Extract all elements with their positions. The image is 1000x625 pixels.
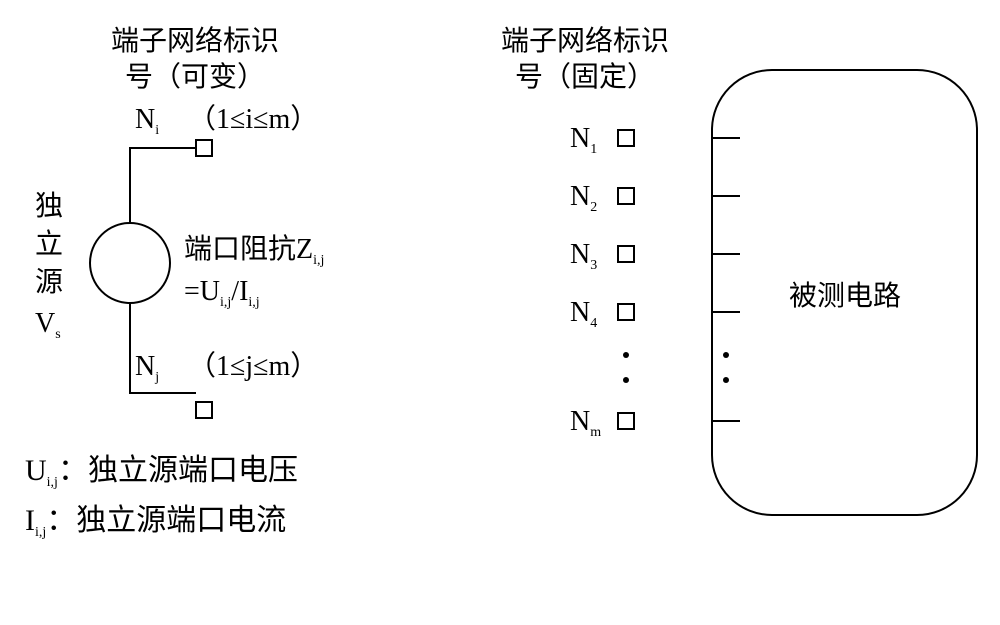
nm-terminal [618, 413, 634, 429]
right-header-line2: 号（固定） [515, 61, 655, 93]
n3-terminal [618, 246, 634, 262]
n3-label: N3 [570, 239, 597, 273]
dots-1 [623, 352, 629, 358]
source-label-char2: 立 [35, 228, 63, 260]
wire-ni-to-source [130, 148, 196, 223]
source-circle [90, 223, 170, 303]
ni-range: （1≤i≤m） [188, 103, 318, 135]
dut-label: 被测电路 [789, 280, 901, 312]
nm-label: Nm [570, 406, 601, 440]
stub-dots-2 [723, 377, 729, 383]
n1-terminal [618, 130, 634, 146]
left-header-line1: 端子网络标识 [111, 25, 279, 57]
n2-terminal [618, 188, 634, 204]
ni-label: Ni [135, 104, 159, 138]
dots-2 [623, 377, 629, 383]
left-header-line2: 号（可变） [125, 61, 265, 93]
impedance-line1: 端口阻抗Zi,j [184, 233, 324, 268]
source-label-char1: 独 [35, 190, 63, 222]
right-header-line1: 端子网络标识 [501, 25, 669, 57]
legend-u: Ui,j：独立源端口电压 [25, 454, 298, 490]
nj-terminal [196, 402, 212, 418]
n2-label: N2 [570, 181, 597, 215]
nj-range: （1≤j≤m） [188, 350, 318, 382]
source-label-char3: 源 [35, 267, 63, 298]
nj-label: Nj [135, 351, 159, 385]
circuit-diagram: 端子网络标识 号（可变） Ni （1≤i≤m） 独 立 源 Vs 端口阻抗Zi,… [0, 0, 1000, 625]
n4-label: N4 [570, 297, 597, 331]
n1-label: N1 [570, 123, 597, 157]
impedance-line2: =Ui,j/Ii,j [184, 276, 260, 310]
legend-i: Ii,j：独立源端口电流 [25, 504, 286, 540]
stub-dots-1 [723, 352, 729, 358]
n4-terminal [618, 304, 634, 320]
source-symbol: Vs [35, 308, 61, 342]
ni-terminal [196, 140, 212, 156]
